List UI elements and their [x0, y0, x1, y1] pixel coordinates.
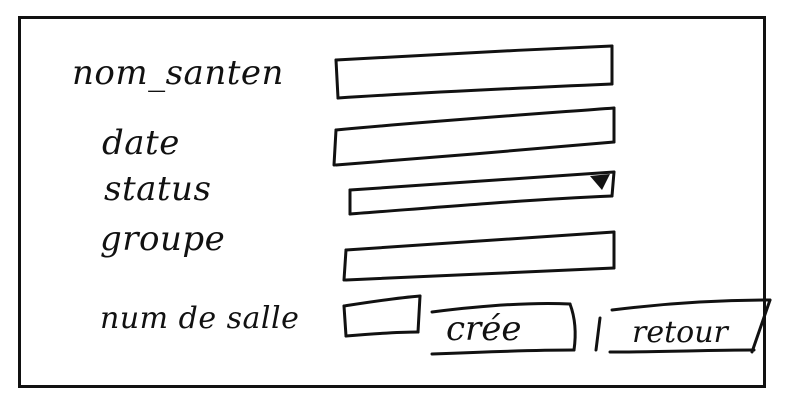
nom-santen-input[interactable]	[344, 54, 608, 90]
groupe-input[interactable]	[352, 244, 608, 276]
window-frame	[18, 16, 766, 388]
label-groupe: groupe	[100, 219, 226, 259]
label-status: status	[104, 169, 212, 209]
dropdown-arrow-icon[interactable]	[586, 170, 614, 194]
create-button[interactable]: crée	[446, 309, 522, 349]
label-num-de-salle: num de salle	[100, 301, 300, 336]
date-input[interactable]	[344, 120, 608, 156]
num-de-salle-input[interactable]	[350, 302, 416, 332]
back-button[interactable]: retour	[632, 315, 728, 350]
label-nom-santen: nom_santen	[72, 53, 284, 93]
status-select[interactable]	[356, 180, 584, 208]
label-date: date	[102, 123, 180, 163]
